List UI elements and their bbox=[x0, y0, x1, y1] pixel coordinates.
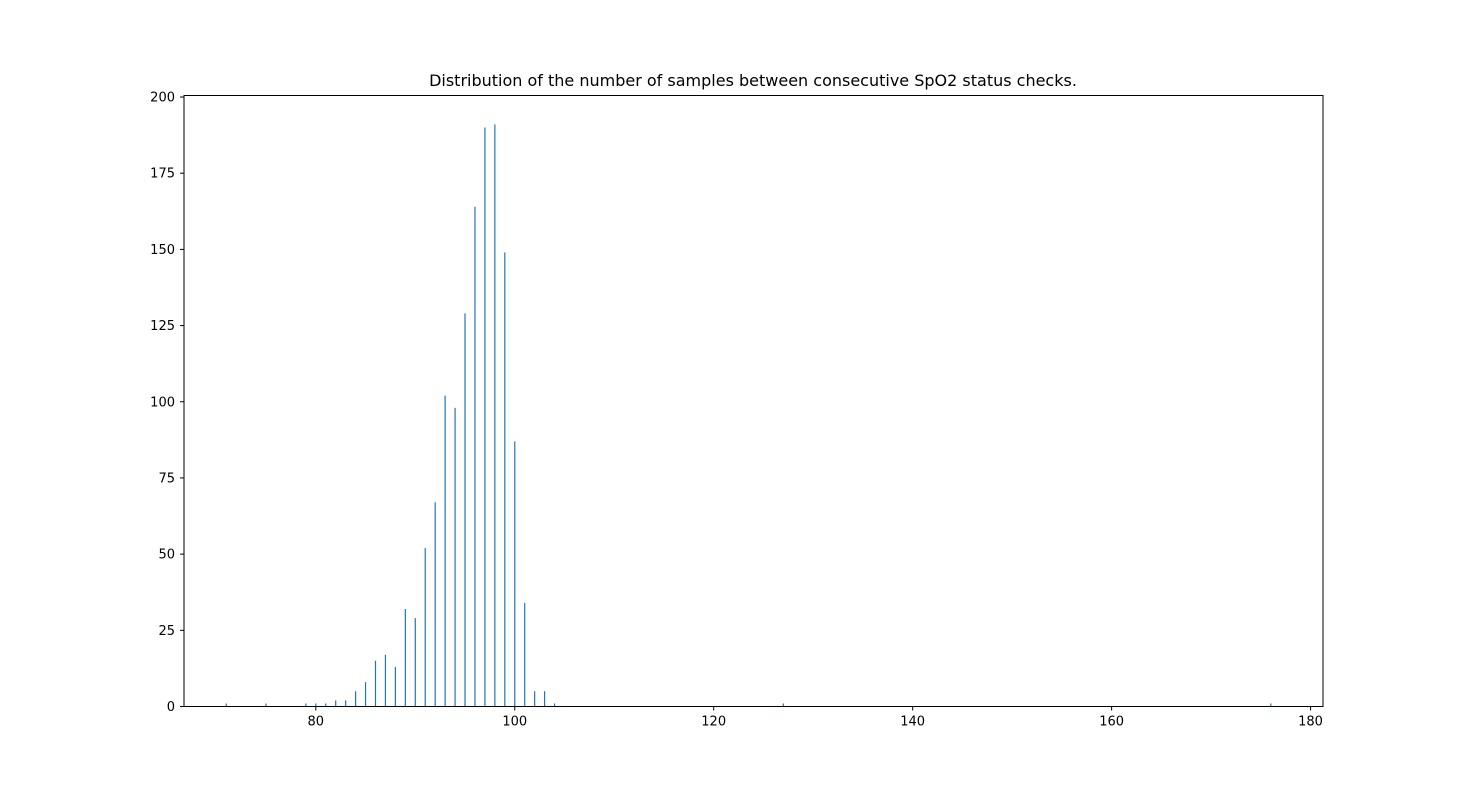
y-tick-label: 175 bbox=[150, 167, 175, 182]
bar-82 bbox=[335, 700, 337, 707]
bar-96 bbox=[474, 206, 476, 707]
bar-88 bbox=[394, 666, 396, 707]
bar-85 bbox=[364, 682, 367, 707]
x-tick-label: 120 bbox=[701, 715, 726, 730]
y-tick-label: 50 bbox=[158, 548, 175, 563]
bar-101 bbox=[524, 602, 526, 707]
y-tick-label: 150 bbox=[150, 243, 175, 258]
bar-91 bbox=[424, 548, 426, 707]
x-tick-label: 160 bbox=[1099, 715, 1124, 730]
bar-84 bbox=[355, 691, 357, 707]
y-tick-label: 100 bbox=[150, 395, 175, 410]
y-tick-label: 0 bbox=[167, 700, 175, 715]
bar-81 bbox=[325, 703, 327, 707]
chart-title: Distribution of the number of samples be… bbox=[429, 71, 1077, 90]
bar-98 bbox=[494, 124, 496, 707]
bar-79 bbox=[305, 703, 307, 707]
bar-89 bbox=[404, 608, 406, 707]
y-tick-label: 125 bbox=[150, 319, 175, 334]
bar-83 bbox=[345, 700, 347, 707]
bar-90 bbox=[414, 618, 416, 707]
bar-103 bbox=[544, 691, 546, 707]
x-tick-label: 180 bbox=[1298, 715, 1323, 730]
bars-layer bbox=[225, 124, 1272, 707]
y-axis: 0 25 50 75 100 125 150 175 200 bbox=[150, 91, 184, 715]
bar-176 bbox=[1270, 703, 1272, 707]
x-tick-label: 80 bbox=[308, 715, 325, 730]
x-tick-label: 100 bbox=[502, 715, 527, 730]
bar-86 bbox=[374, 660, 377, 707]
bar-92 bbox=[434, 502, 436, 707]
bar-94 bbox=[454, 407, 456, 707]
bar-87 bbox=[384, 654, 387, 707]
y-tick-label: 75 bbox=[158, 471, 175, 486]
bar-95 bbox=[464, 313, 466, 707]
bar-102 bbox=[534, 691, 536, 707]
y-tick-label: 25 bbox=[158, 624, 175, 639]
bar-71 bbox=[225, 703, 227, 707]
bar-93 bbox=[444, 395, 446, 707]
bar-97 bbox=[484, 127, 486, 707]
plot-frame bbox=[183, 95, 1324, 707]
bar-80 bbox=[315, 703, 317, 707]
bar-100 bbox=[514, 441, 516, 707]
bar-75 bbox=[265, 703, 267, 707]
bar-99 bbox=[504, 252, 506, 707]
bar-104 bbox=[553, 703, 556, 707]
x-axis: 80 100 120 140 160 180 bbox=[308, 706, 1323, 730]
y-tick-label: 200 bbox=[150, 91, 175, 106]
bar-127 bbox=[782, 703, 784, 707]
x-tick-label: 140 bbox=[900, 715, 925, 730]
